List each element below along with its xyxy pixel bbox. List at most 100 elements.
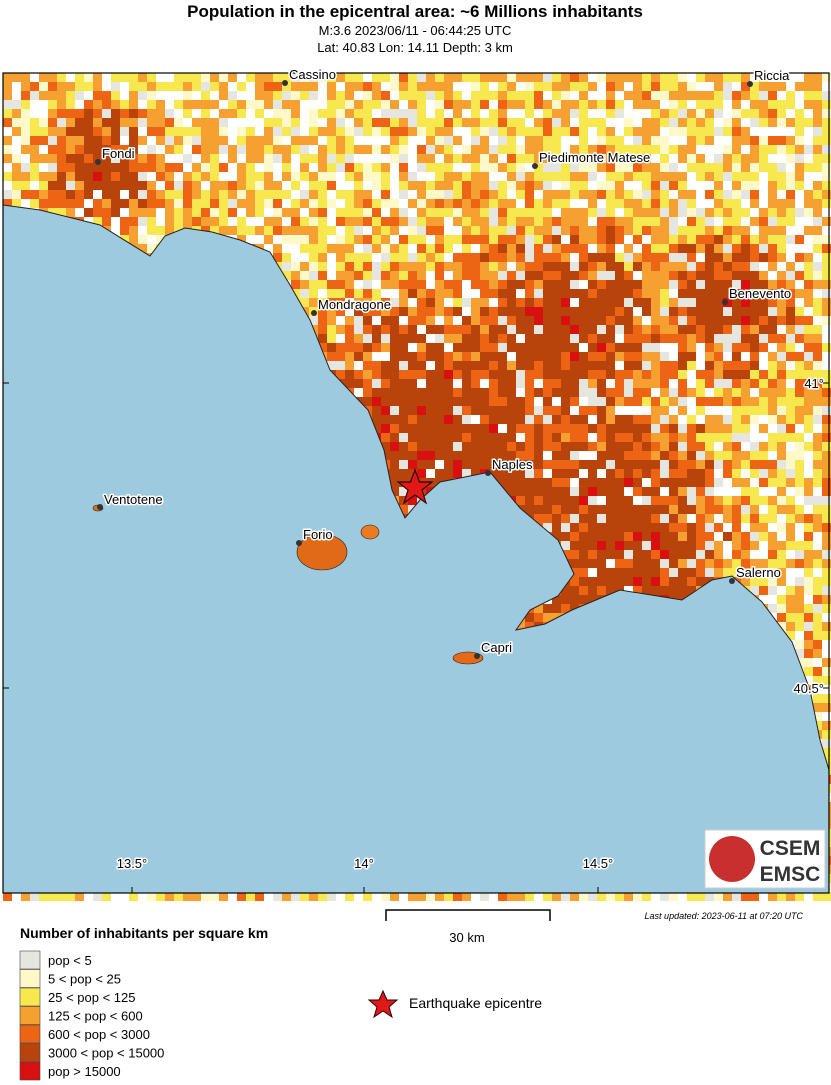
pop-cell [237, 163, 246, 172]
pop-cell [291, 262, 300, 271]
pop-cell [354, 100, 363, 109]
pop-cell [417, 343, 426, 352]
pop-cell [534, 208, 543, 217]
pop-cell [138, 217, 147, 226]
pop-cell [696, 136, 705, 145]
pop-cell [471, 352, 480, 361]
pop-cell [48, 91, 57, 100]
pop-cell [471, 199, 480, 208]
pop-cell [633, 550, 642, 559]
pop-cell [3, 118, 12, 127]
pop-cell [426, 451, 435, 460]
pop-cell [309, 136, 318, 145]
pop-cell [273, 208, 282, 217]
pop-cell [399, 334, 408, 343]
pop-cell [525, 379, 534, 388]
pop-cell [372, 388, 381, 397]
pop-cell [570, 496, 579, 505]
pop-cell [660, 226, 669, 235]
pop-cell [615, 397, 624, 406]
pop-cell [705, 127, 714, 136]
pop-cell [669, 145, 678, 154]
pop-cell [435, 91, 444, 100]
pop-cell [795, 613, 804, 622]
pop-cell [363, 82, 372, 91]
pop-cell [192, 199, 201, 208]
pop-cell [651, 514, 660, 523]
pop-cell [759, 109, 768, 118]
pop-cell [489, 334, 498, 343]
pop-cell [498, 100, 507, 109]
pop-cell [516, 370, 525, 379]
pop-cell [642, 280, 651, 289]
pop-cell [552, 163, 561, 172]
pop-cell [813, 451, 822, 460]
pop-cell [678, 82, 687, 91]
pop-cell [453, 271, 462, 280]
pop-cell [678, 514, 687, 523]
pop-cell [714, 226, 723, 235]
pop-cell [534, 487, 543, 496]
pop-cell [750, 460, 759, 469]
pop-cell [705, 559, 714, 568]
pop-cell [822, 91, 831, 100]
pop-cell [435, 109, 444, 118]
pop-cell [705, 217, 714, 226]
pop-cell [822, 631, 831, 640]
pop-cell [525, 343, 534, 352]
pop-cell [507, 343, 516, 352]
pop-cell [327, 127, 336, 136]
pop-cell [813, 460, 822, 469]
pop-cell [759, 469, 768, 478]
pop-cell [57, 91, 66, 100]
pop-cell [309, 172, 318, 181]
pop-cell [669, 397, 678, 406]
pop-cell [363, 361, 372, 370]
pop-cell [498, 397, 507, 406]
pop-cell [633, 190, 642, 199]
pop-cell [399, 154, 408, 163]
pop-cell [822, 109, 831, 118]
pop-cell [696, 442, 705, 451]
pop-cell [426, 199, 435, 208]
pop-cell [102, 208, 111, 217]
pop-cell [480, 145, 489, 154]
pop-cell [48, 100, 57, 109]
pop-cell [48, 145, 57, 154]
pop-cell [237, 127, 246, 136]
pop-cell [768, 541, 777, 550]
pop-cell [741, 73, 750, 82]
pop-cell [705, 352, 714, 361]
pop-cell [714, 289, 723, 298]
pop-cell [552, 271, 561, 280]
pop-cell [201, 82, 210, 91]
pop-cell [201, 118, 210, 127]
pop-cell [525, 460, 534, 469]
pop-cell [417, 271, 426, 280]
pop-cell [336, 361, 345, 370]
pop-cell [714, 451, 723, 460]
pop-cell [750, 415, 759, 424]
pop-cell [552, 325, 561, 334]
pop-cell [642, 550, 651, 559]
pop-cell [705, 343, 714, 352]
pop-cell [390, 352, 399, 361]
pop-cell [768, 586, 777, 595]
pop-cell [822, 604, 831, 613]
pop-cell [696, 325, 705, 334]
pop-cell [471, 136, 480, 145]
pop-cell [660, 352, 669, 361]
pop-cell [759, 145, 768, 154]
pop-cell [435, 289, 444, 298]
pop-cell [219, 145, 228, 154]
pop-cell [777, 505, 786, 514]
pop-cell [363, 208, 372, 217]
pop-cell [273, 118, 282, 127]
pop-cell [651, 415, 660, 424]
pop-cell [813, 433, 822, 442]
pop-cell [498, 298, 507, 307]
pop-cell [795, 397, 804, 406]
pop-cell [768, 235, 777, 244]
pop-cell [660, 532, 669, 541]
